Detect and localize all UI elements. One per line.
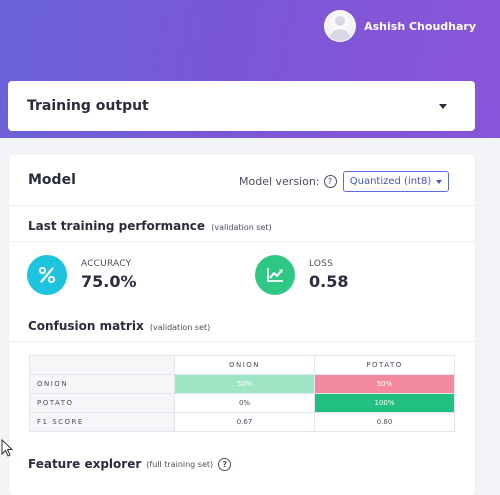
row-header: ONION [29,374,175,394]
avatar[interactable] [324,10,357,42]
model-version-select[interactable]: Quantized (int8) [343,171,449,192]
confusion-matrix-table: ONION POTATO ONION 50% 50% POTATO 0% 100… [29,355,455,432]
table-cell: 0.67 [174,412,315,432]
table-cell: 50% [174,374,315,394]
accuracy-label: ACCURACY [81,259,132,269]
loss-metric: LOSS 0.58 [255,255,348,295]
model-version-text: Model version: [239,175,320,188]
trend-chart-icon [255,255,295,295]
model-header: Model Model version: ? Quantized (int8) [9,155,475,206]
table-row: F1 SCORE 0.67 0.80 [29,412,455,432]
divider [9,341,475,342]
table-header-row: ONION POTATO [29,355,455,375]
confusion-title-text: Confusion matrix [28,319,144,333]
loss-text: LOSS 0.58 [309,259,348,291]
confusion-title: Confusion matrix (validation set) [28,319,210,333]
help-icon[interactable]: ? [323,175,337,188]
accuracy-text: ACCURACY 75.0% [81,259,137,291]
loss-label: LOSS [309,259,334,269]
chevron-down-icon [436,179,443,184]
row-header: POTATO [29,393,175,413]
table-row: ONION 50% 50% [29,374,455,394]
column-header: POTATO [314,355,455,375]
training-output-title: Training output [27,98,149,114]
row-header: F1 SCORE [29,412,175,432]
model-title: Model [28,172,76,188]
model-version-value: Quantized (int8) [349,176,432,187]
avatar-head [335,16,346,26]
avatar-shoulders [330,29,351,41]
table-row: POTATO 0% 100% [29,393,455,413]
column-header: ONION [174,355,315,375]
divider [9,241,475,242]
feature-explorer-text: Feature explorer [28,457,142,471]
mouse-cursor-icon [1,439,13,457]
help-icon[interactable]: ? [218,457,232,471]
user-menu[interactable]: Ashish Choudhary [324,10,476,42]
training-output-dropdown[interactable]: Training output [8,81,475,131]
confusion-note: (validation set) [149,323,211,332]
accuracy-metric: ACCURACY 75.0% [27,255,137,295]
table-corner-cell [29,355,175,375]
table-cell: 0.80 [314,412,455,432]
percent-icon [27,255,67,295]
model-version-label: Model version: ? [239,175,337,188]
user-name[interactable]: Ashish Choudhary [364,19,476,33]
chevron-down-icon[interactable] [439,103,447,109]
table-cell: 100% [314,393,455,413]
model-card: Model Model version: ? Quantized (int8) … [9,155,475,495]
table-cell: 50% [314,374,455,394]
table-cell: 0% [174,393,315,413]
performance-title: Last training performance (validation se… [28,219,272,233]
accuracy-value: 75.0% [81,272,137,291]
feature-explorer-title: Feature explorer (full training set) ? [28,457,232,471]
performance-title-text: Last training performance [28,219,206,233]
loss-value: 0.58 [309,272,349,291]
feature-explorer-note: (full training set) [146,459,214,469]
performance-note: (validation set) [211,223,272,232]
